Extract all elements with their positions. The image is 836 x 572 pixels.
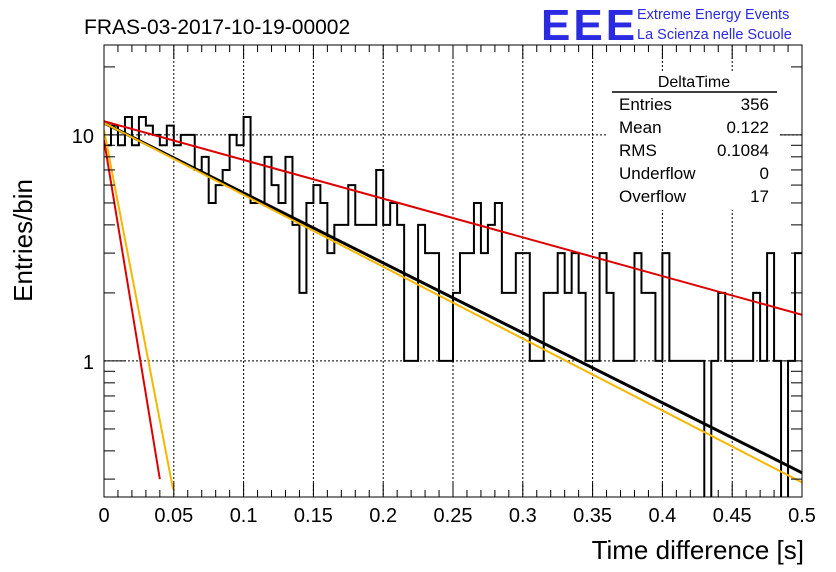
x-tick-label: 0.4 [648, 505, 676, 527]
fit-curves [104, 120, 802, 490]
x-tick-label: 0.15 [294, 505, 333, 527]
y-tick-labels: 1 10 [72, 126, 94, 374]
stats-row-label: RMS [619, 141, 657, 160]
x-tick-label: 0.35 [573, 505, 612, 527]
histogram-outline [104, 116, 802, 497]
x-tick-label: 0.1 [230, 505, 258, 527]
run-title: FRAS-03-2017-10-19-00002 [84, 16, 350, 39]
stats-row-label: Underflow [619, 164, 696, 183]
x-tick-label: 0.25 [434, 505, 473, 527]
stats-row-value: 17 [750, 187, 769, 206]
stats-row-label: Overflow [619, 187, 687, 206]
fit-curve [104, 121, 802, 475]
stats-row-value: 356 [741, 95, 769, 114]
logo-line-2: La Scienza nelle Scuole [637, 27, 792, 43]
stats-row-value: 0.122 [726, 118, 769, 137]
stats-box-background [608, 72, 780, 210]
stats-row-value: 0 [760, 164, 769, 183]
x-tick-label: 0.05 [154, 505, 193, 527]
y-tick-label: 1 [83, 352, 94, 374]
x-tick-label: 0.5 [788, 505, 816, 527]
eee-logo: EEE Extreme Energy Events La Scienza nel… [541, 1, 792, 50]
grid-lines [104, 45, 802, 497]
logo-text: EEE [541, 1, 638, 50]
x-tick-label: 0.2 [369, 505, 397, 527]
logo-line-1: Extreme Energy Events [637, 7, 789, 23]
x-tick-label: 0 [98, 505, 109, 527]
stats-row-label: Entries [619, 95, 672, 114]
y-tick-label: 10 [72, 126, 94, 148]
fit-curve [104, 120, 802, 316]
axis-ticks [103, 45, 803, 497]
histogram-series [104, 116, 802, 497]
stats-title: DeltaTime [658, 74, 730, 91]
fit-curve [104, 139, 161, 480]
x-tick-labels: 0 0.05 0.1 0.15 0.2 0.25 0.3 0.35 0.4 0.45 0.5 [98, 505, 815, 527]
stats-row-value: 0.1084 [717, 141, 769, 160]
x-tick-label: 0.45 [713, 505, 752, 527]
stats-box: DeltaTime Entries 356 Mean 0.122 RMS 0.1084 Un… [608, 72, 780, 210]
stats-rows: Entries 356 Mean 0.122 RMS 0.1084 Underflow 0 Ov… [619, 95, 769, 206]
y-axis-label: Entries/bin [8, 179, 38, 302]
fit-curve [104, 122, 802, 484]
fit-curve [104, 129, 175, 490]
x-tick-label: 0.3 [509, 505, 537, 527]
x-axis-label: Time difference [s] [592, 535, 804, 565]
stats-row-label: Mean [619, 118, 662, 137]
